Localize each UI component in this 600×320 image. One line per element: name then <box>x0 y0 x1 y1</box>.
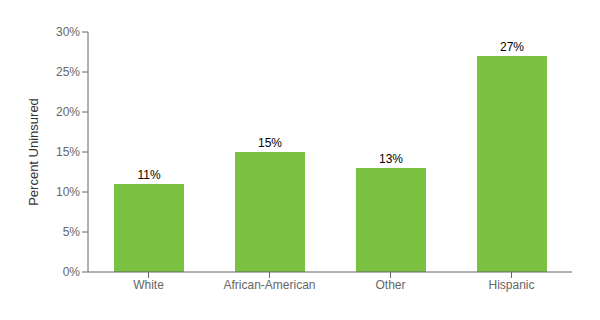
svg-text:Percent Uninsured: Percent Uninsured <box>26 98 41 206</box>
svg-text:White: White <box>133 278 164 292</box>
svg-text:African-American: African-American <box>223 278 315 292</box>
svg-text:13%: 13% <box>379 152 403 166</box>
svg-text:15%: 15% <box>258 136 282 150</box>
svg-text:10%: 10% <box>56 185 80 199</box>
svg-text:0%: 0% <box>63 265 81 279</box>
svg-text:Hispanic: Hispanic <box>488 278 534 292</box>
svg-text:Other: Other <box>375 278 405 292</box>
svg-text:15%: 15% <box>56 145 80 159</box>
svg-text:5%: 5% <box>63 225 81 239</box>
svg-text:30%: 30% <box>56 25 80 39</box>
svg-text:27%: 27% <box>500 40 524 54</box>
svg-text:11%: 11% <box>137 168 160 182</box>
svg-text:25%: 25% <box>56 65 80 79</box>
svg-text:20%: 20% <box>56 105 80 119</box>
